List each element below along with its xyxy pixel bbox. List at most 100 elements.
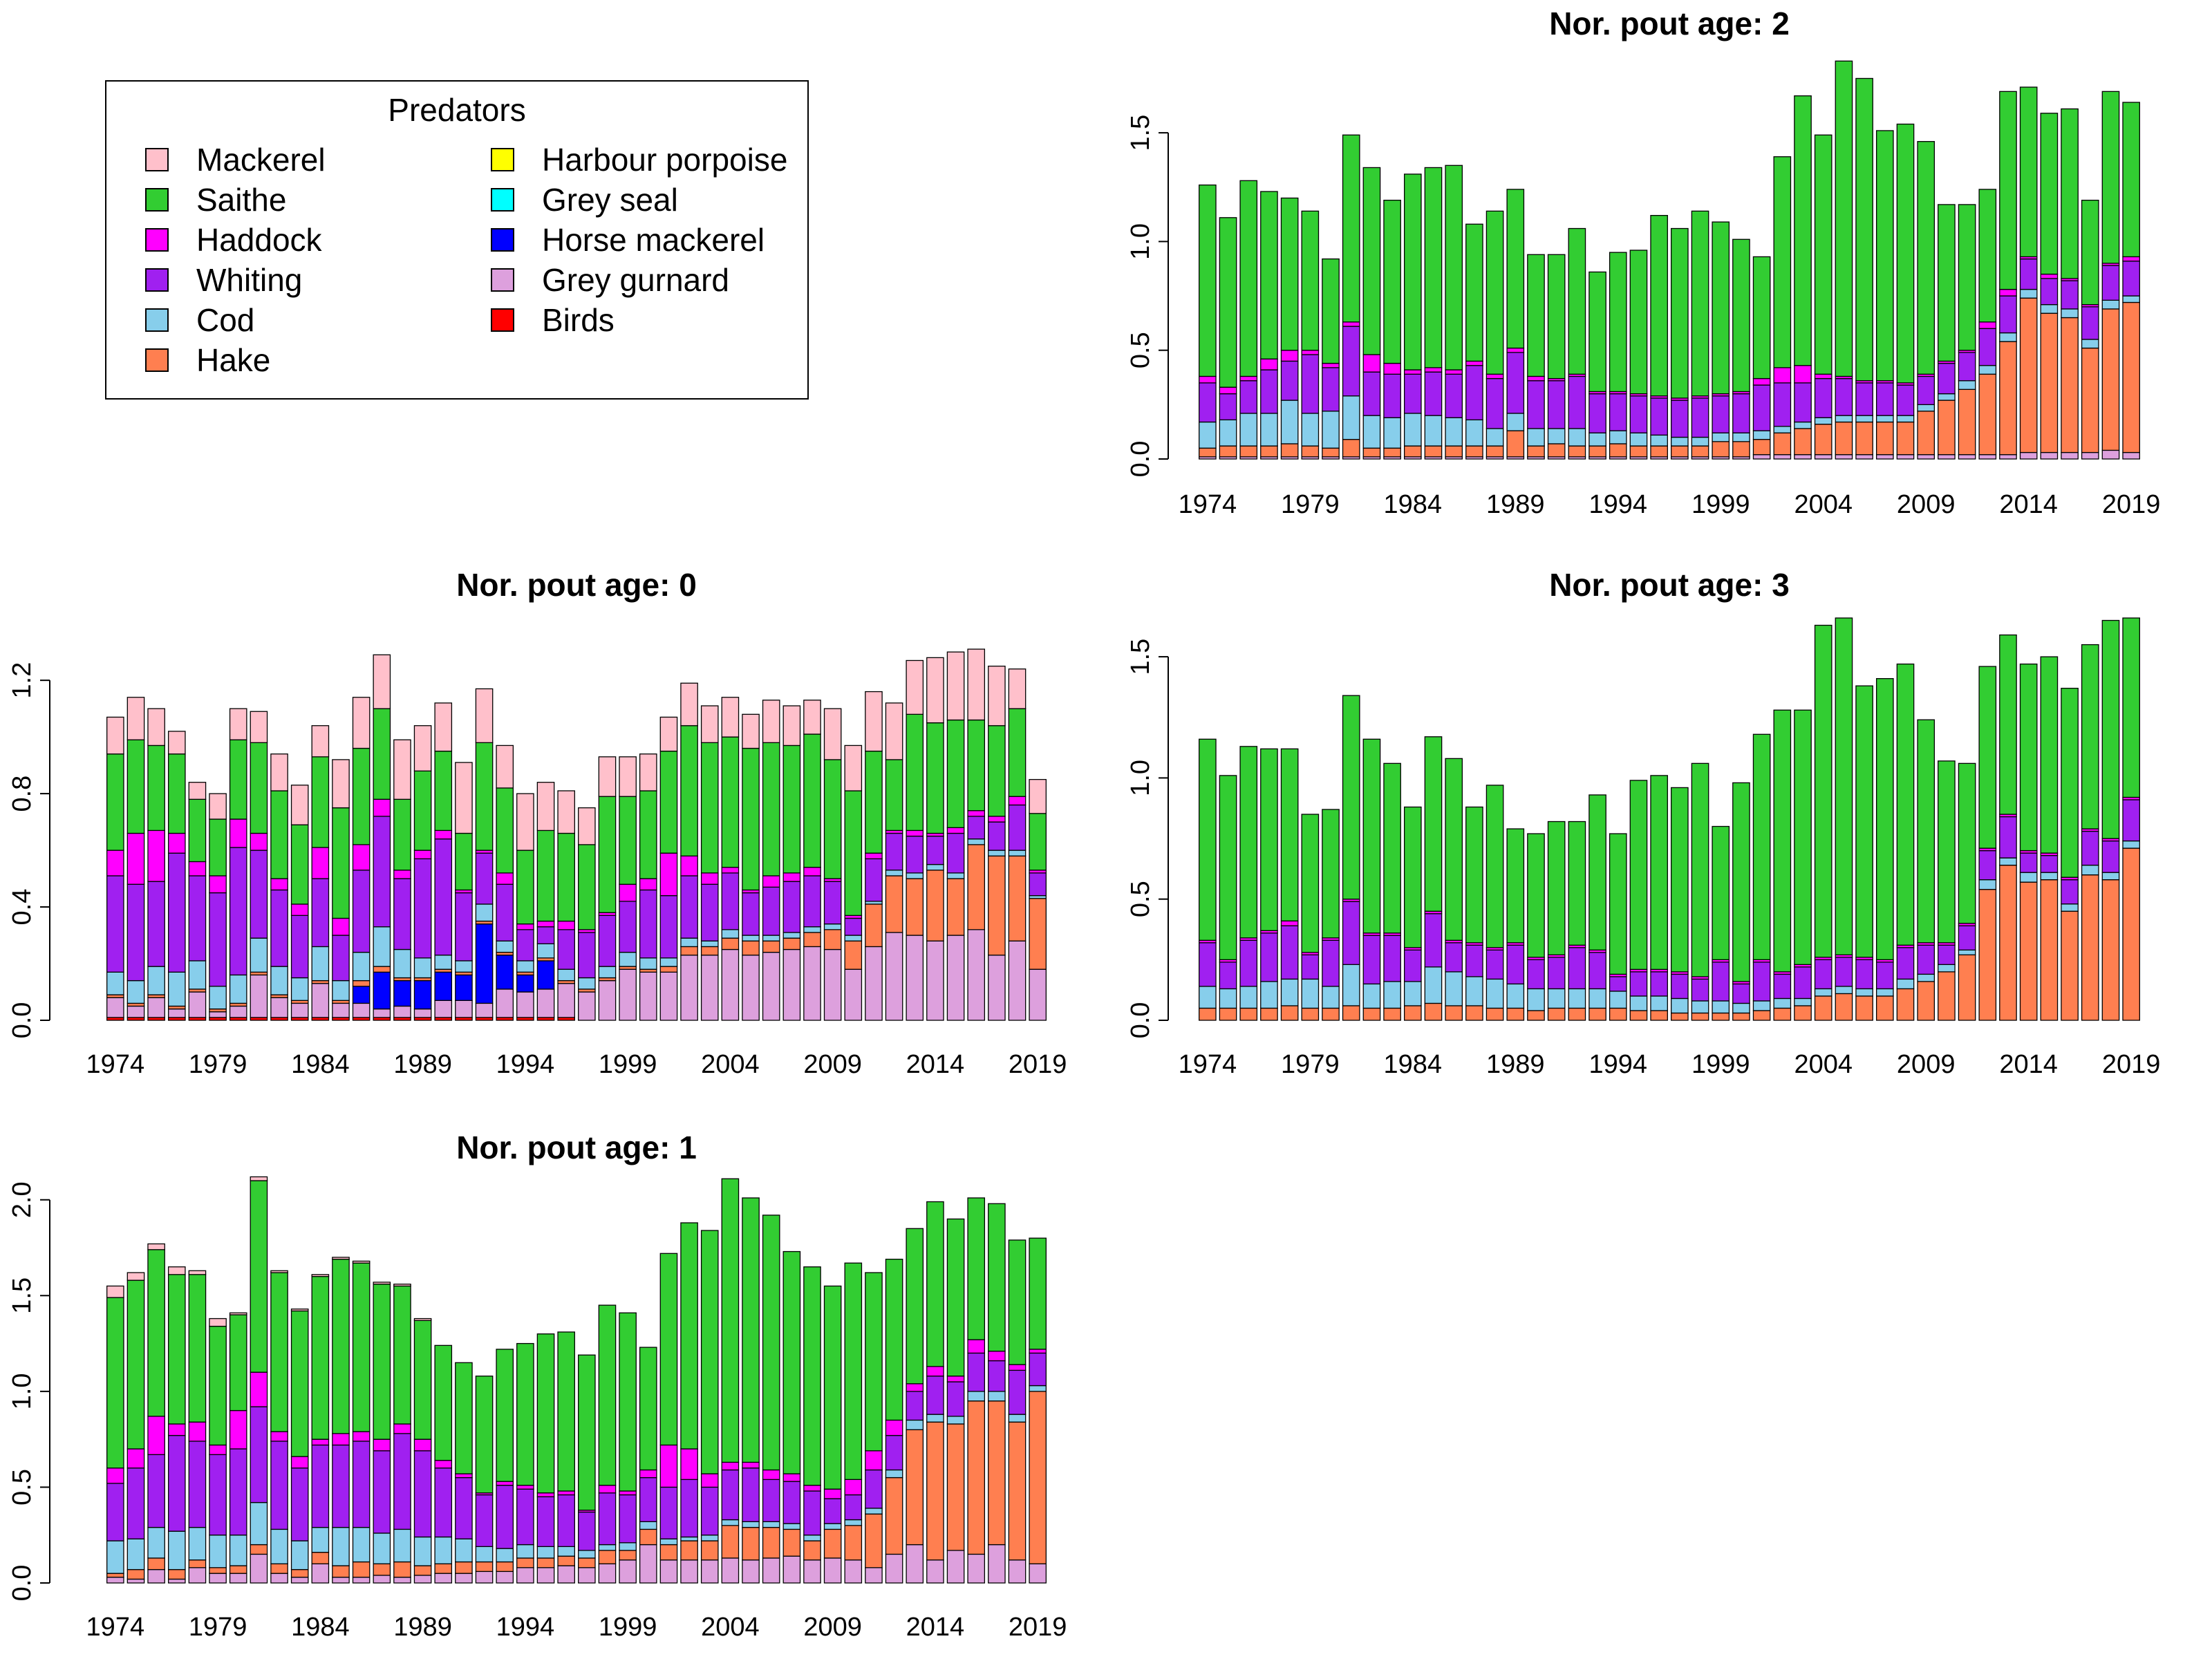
bar-segment: [1029, 1237, 1047, 1350]
bar-segment: [147, 1243, 165, 1250]
bar-segment: [865, 903, 883, 948]
bar-segment: [1855, 77, 1873, 382]
bar-segment: [455, 892, 473, 962]
bar-segment: [885, 832, 903, 871]
bar-segment: [762, 1557, 780, 1584]
chart-panel: Nor. pout age: 1 0.0 0.5 1.0 1.5 2.0 1974 1979 1…: [8, 1130, 1067, 1642]
bar-segment: [1219, 393, 1237, 421]
bar-segment: [865, 1508, 883, 1515]
bar-segment: [475, 1494, 494, 1547]
bar-segment: [865, 1567, 883, 1584]
bar-segment: [742, 747, 760, 891]
bar-segment: [475, 852, 494, 905]
bar-segment: [639, 971, 657, 1021]
bar-segment: [188, 798, 207, 863]
bar-segment: [106, 997, 124, 1018]
legend-swatch: [145, 268, 169, 292]
chart-panel: Nor. pout age: 3 0.0 0.5 1.0 1.5 1974 1979 1984…: [1126, 567, 2160, 1079]
bar-segment: [1547, 821, 1566, 955]
bar-segment: [659, 1253, 678, 1446]
bar-segment: [865, 691, 883, 752]
bar-segment: [393, 1285, 411, 1425]
bar-segment: [413, 850, 432, 860]
bar-segment: [250, 850, 268, 939]
bar-segment: [1322, 809, 1340, 939]
bar-segment: [1794, 421, 1812, 429]
bar-segment: [639, 957, 657, 970]
bar-segment: [1917, 981, 1936, 1021]
x-tick-label: 2019: [2102, 1050, 2161, 1079]
bar-segment: [1978, 373, 1997, 456]
bar-segment: [1896, 123, 1915, 384]
bar-segment: [126, 1578, 145, 1584]
bar-segment: [946, 827, 965, 834]
bar-segment: [967, 1391, 986, 1402]
bar-segment: [700, 955, 719, 1021]
bar-segment: [1568, 445, 1586, 458]
bar-segment: [1383, 373, 1401, 418]
bar-segment: [352, 747, 371, 845]
bar-segment: [209, 1535, 227, 1568]
bar-segment: [1239, 413, 1258, 447]
bar-segment: [1691, 436, 1709, 447]
bar-segment: [2081, 644, 2099, 830]
bar-segment: [106, 1573, 124, 1578]
x-tick-label: 1979: [1281, 490, 1340, 519]
bar-segment: [1814, 454, 1833, 460]
bar-segment: [1008, 668, 1027, 709]
bar-segment: [2040, 872, 2059, 881]
bar-segment: [1855, 959, 1873, 990]
bar-segment: [1958, 352, 1976, 382]
bar-segment: [865, 858, 883, 902]
bar-segment: [496, 744, 514, 789]
bar-segment: [1465, 976, 1483, 1006]
bar-segment: [782, 705, 801, 747]
bar-segment: [1383, 935, 1401, 982]
bar-segment: [393, 948, 411, 979]
bar-segment: [680, 937, 698, 948]
bar-segment: [536, 1333, 555, 1494]
x-tick-label: 1984: [1384, 490, 1443, 519]
bar-segment: [1794, 454, 1812, 460]
bar-segment: [926, 1414, 944, 1423]
bar-segment: [352, 1262, 371, 1432]
bar-segment: [106, 1540, 124, 1574]
bar-segment: [475, 1376, 494, 1494]
bar-segment: [167, 1008, 186, 1018]
bar-segment: [2019, 663, 2038, 852]
bar-segment: [639, 889, 657, 959]
bar-segment: [1301, 814, 1320, 953]
bar-segment: [1403, 806, 1422, 948]
x-tick-label: 2009: [803, 1050, 862, 1079]
bar-segment: [557, 790, 575, 834]
bar-segment: [1814, 373, 1833, 379]
bar-segment: [1301, 413, 1320, 447]
bar-segment: [209, 1318, 227, 1327]
bar-segment: [229, 818, 247, 848]
bar-segment: [209, 1011, 227, 1018]
bar-segment: [1506, 944, 1525, 985]
bar-segment: [946, 1381, 965, 1417]
bar-segment: [659, 1538, 678, 1546]
bar-segment: [1199, 447, 1217, 458]
bar-segment: [1588, 432, 1606, 447]
bar-segment: [434, 1563, 453, 1574]
bar-segment: [147, 1454, 165, 1528]
bar-segment: [373, 1284, 391, 1440]
bar-segment: [1383, 362, 1401, 375]
bar-segment: [455, 1473, 473, 1479]
bar-segment: [906, 1228, 924, 1385]
bar-segment: [332, 759, 350, 809]
bar-segment: [250, 1501, 268, 1546]
bar-segment: [1424, 415, 1443, 447]
legend-swatch: [145, 148, 169, 171]
bar-segment: [1958, 949, 1976, 955]
bar-segment: [639, 1477, 657, 1522]
bar-segment: [721, 1461, 740, 1471]
bar-segment: [1588, 1007, 1606, 1021]
bar-segment: [844, 1525, 863, 1561]
bar-segment: [823, 1557, 842, 1584]
bar-segment: [619, 1550, 637, 1561]
bar-segment: [1835, 993, 1853, 1021]
bar-segment: [742, 1521, 760, 1528]
